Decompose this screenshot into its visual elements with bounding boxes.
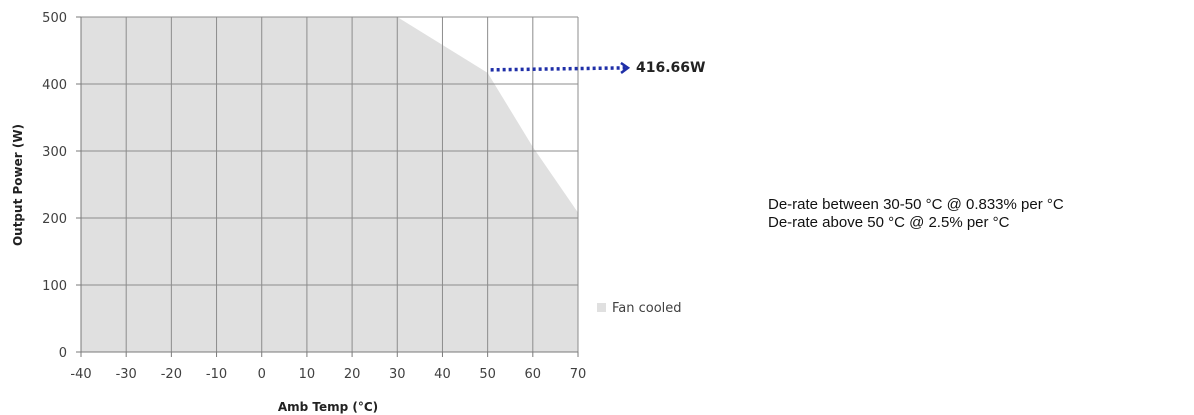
x-tick-label: -30 [116,367,137,382]
y-tick-label: 200 [42,212,67,227]
x-tick-label: 0 [258,367,266,382]
y-axis-title: Output Power (W) [11,124,25,246]
x-tick-label: 40 [434,367,451,382]
y-tick-label: 0 [59,346,67,361]
y-tick-label: 400 [42,78,67,93]
legend-label-fan-cooled: Fan cooled [612,301,682,316]
tick-labels: -40 -30 -20 -10 0 10 20 30 40 50 60 70 0 100 200 300 400… [42,11,586,382]
x-axis-title: Amb Temp (°C) [278,400,378,414]
x-tick-label: -20 [161,367,182,382]
x-tick-label: 60 [525,367,542,382]
y-tick-label: 100 [42,279,67,294]
y-tick-label: 500 [42,11,67,26]
y-tick-label: 300 [42,145,67,160]
x-tick-label: -10 [206,367,227,382]
power-callout: 416.66W [490,60,705,76]
series-area-fan-cooled [81,17,578,352]
derating-notes: De-rate between 30-50 °C @ 0.833% per °C… [768,196,1064,232]
plot-area [81,17,578,352]
legend: Fan cooled [597,301,682,316]
derating-note-2: De-rate above 50 °C @ 2.5% per °C [768,214,1010,231]
x-tick-label: 30 [389,367,406,382]
x-tick-label: 50 [479,367,496,382]
callout-label: 416.66W [636,60,705,76]
x-tick-label: 10 [299,367,316,382]
legend-swatch-fan-cooled [597,303,606,312]
x-tick-label: 70 [570,367,587,382]
derating-note-1: De-rate between 30-50 °C @ 0.833% per °C [768,196,1064,213]
x-tick-label: 20 [344,367,361,382]
x-tick-label: -40 [70,367,91,382]
callout-arrow [490,68,628,70]
axes [76,16,579,357]
